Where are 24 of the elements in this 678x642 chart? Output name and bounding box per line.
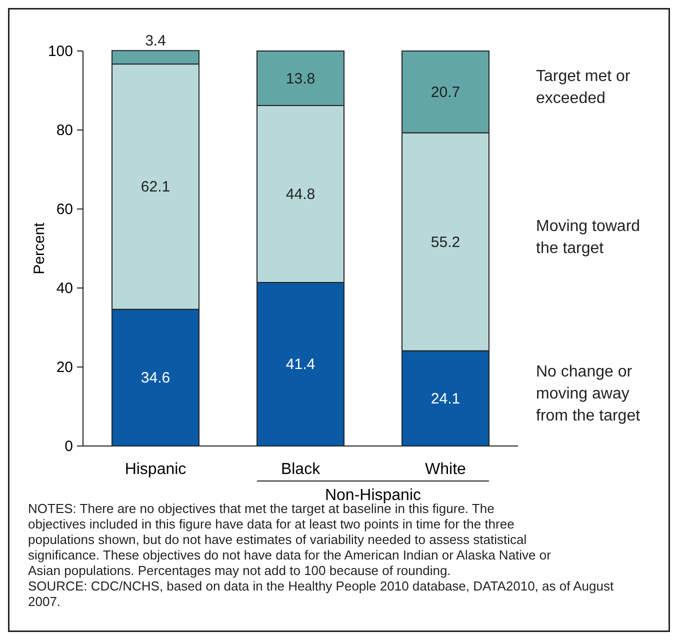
y-tick-label: 20 xyxy=(56,359,73,376)
text: No change or moving away from the target xyxy=(536,363,641,424)
text: Non-Hispanic xyxy=(324,487,422,504)
data-label: 55.2 xyxy=(430,234,460,251)
x-tick-label: Hispanic xyxy=(124,461,186,478)
data-label: 24.1 xyxy=(430,390,460,408)
data-label: 41.4 xyxy=(286,356,316,374)
data-label: 62.1 xyxy=(140,178,170,196)
text: Target met or exceeded xyxy=(536,68,631,107)
data-label: 3.4 xyxy=(145,32,166,50)
data-label: 44.8 xyxy=(286,186,316,203)
x-tick-label: White xyxy=(425,461,466,478)
y-tick-label: 0 xyxy=(64,438,73,455)
data-label: 34.6 xyxy=(140,370,170,387)
data-label: 20.7 xyxy=(430,84,460,101)
y-tick-label: 40 xyxy=(56,280,73,297)
data-label: 13.8 xyxy=(286,70,316,88)
text: Moving toward the target xyxy=(536,218,640,257)
source-note: SOURCE: CDC/NCHS, based on data in the Healthy People 2010 database, DATA2010, as of August 2007. xyxy=(28,578,614,609)
y-tick-label: 60 xyxy=(56,201,73,218)
y-axis-title: Percent xyxy=(31,222,48,274)
x-tick-label: Black xyxy=(280,461,322,478)
y-tick-label: 80 xyxy=(56,122,73,139)
y-tick-label: 100 xyxy=(48,43,73,60)
